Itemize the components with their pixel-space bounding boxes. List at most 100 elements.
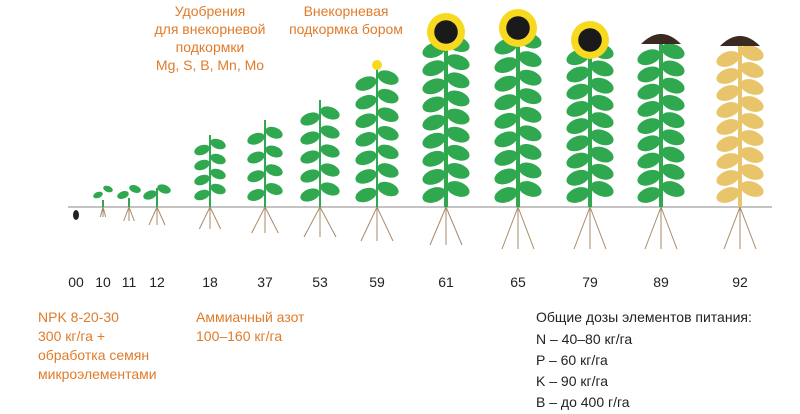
leaf [566,169,590,186]
annotation-line: NPK 8-20-30 [38,309,119,325]
annotation-line: 300 кг/га + [38,328,105,344]
annotation-line: 100–160 кг/га [196,328,282,344]
stage-label: 79 [582,274,598,290]
leaf [661,163,685,180]
plant [566,21,614,250]
root [128,206,135,222]
doses-title: Общие дозы элементов питания: [536,309,752,325]
leaf [422,132,446,149]
leaf [194,159,210,171]
leaf [518,181,542,197]
plant [422,13,470,246]
annotation-line: подкормка бором [289,21,403,37]
stage-label: 00 [68,274,84,290]
leaf [590,94,614,111]
seed-head [641,34,681,44]
leaf [716,119,740,135]
leaf [194,174,210,186]
leaf [518,162,542,179]
leaf [446,162,470,179]
leaf [422,60,446,77]
leaf [740,147,764,163]
leaf [716,102,740,118]
leaf [590,146,614,163]
leaf [300,169,320,183]
leaf [494,94,518,111]
leaf [518,143,542,160]
annotation-line: для внекорневой [154,21,265,37]
stage-label: 18 [202,274,218,290]
leaf [661,94,685,111]
leaf [637,118,661,135]
root [156,206,166,226]
leaf [377,163,399,178]
leaf [377,107,399,122]
leaf [661,112,685,129]
root [303,206,321,238]
leaf [740,96,764,112]
flower-disk [578,28,602,52]
stage-label: 37 [257,274,273,290]
leaf [446,54,470,71]
root [739,206,757,250]
leaf [194,144,210,156]
leaf [117,191,129,199]
leaf [566,187,590,203]
leaf [247,151,265,164]
leaf [566,152,590,169]
leaf [518,106,542,123]
leaf [716,153,740,169]
leaf [93,191,103,199]
leaf [422,168,446,185]
leaf [590,181,614,197]
annotation-line: N – 40–80 кг/га [536,331,632,347]
flower-disk [506,16,530,40]
leaf [740,45,764,61]
leaf [566,100,590,117]
leaf [716,68,740,84]
root [589,206,607,250]
leaf [637,49,661,66]
root [319,206,337,238]
leaf [129,185,141,193]
leaf [661,60,685,77]
leaf [422,96,446,113]
leaf [265,145,283,158]
annotation-line: обработка семян [38,347,149,363]
plant [194,135,226,230]
leaf [320,144,340,158]
leaf [422,114,446,131]
leaf [661,43,685,60]
leaf [247,132,265,145]
plant [355,60,399,242]
root [501,206,519,250]
leaf [740,130,764,146]
leaf [716,136,740,152]
leaf [494,149,518,166]
leaf [566,83,590,100]
leaf [355,113,377,128]
leaf [566,135,590,152]
leaf [740,79,764,95]
root [429,206,447,246]
leaf [210,153,226,165]
leaf [716,51,740,67]
seed [73,210,79,220]
leaf [300,188,320,202]
leaf [446,90,470,107]
root [573,206,591,250]
annotation-line: Mg, S, B, Mn, Mo [156,57,264,73]
leaf [637,66,661,83]
leaf [740,113,764,129]
leaf [320,125,340,139]
leaf [355,132,377,147]
leaf [566,118,590,135]
leaf [300,131,320,145]
plant [247,120,283,234]
leaf [740,181,764,197]
leaf [446,126,470,143]
leaf [716,85,740,101]
leaf [377,126,399,141]
root [360,206,378,242]
plants [73,9,764,250]
